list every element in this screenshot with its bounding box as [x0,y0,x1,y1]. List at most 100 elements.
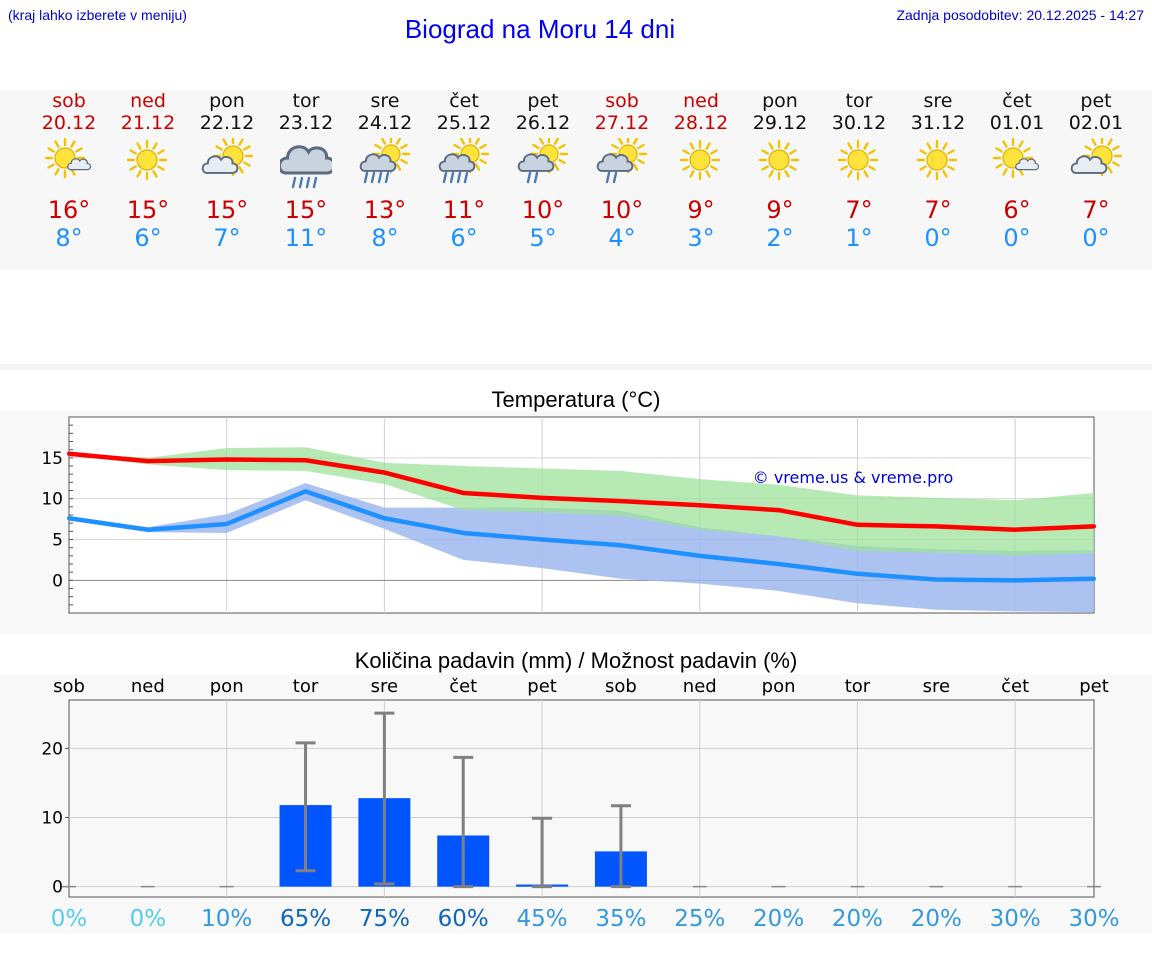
min-temperature-range [69,483,1094,613]
day-date: 20.12 [41,112,97,134]
day-name: tor [292,90,320,112]
max-temperature: 7° [845,196,873,224]
day-date: 31.12 [910,112,966,134]
sun-cloud-icon [44,138,92,179]
day-date: 30.12 [831,112,887,134]
x-tick-label: pon [762,676,796,697]
y-tick-label: 5 [52,531,63,551]
day-column: sre 24.12 13° 8° [345,90,425,252]
day-column: tor 23.12 15° 11° [266,90,346,252]
day-name: sob [605,90,639,112]
min-temperature: 2° [766,224,794,252]
page-title: Biograd na Moru 14 dni [404,14,676,44]
day-date: 22.12 [199,112,255,134]
sun-rain-icon [438,138,490,184]
precipitation-chart-title: Količina padavin (mm) / Možnost padavin … [354,648,798,673]
day-column: pon 29.12 9° 2° [740,90,820,252]
precipitation-probability: 30% [1068,906,1119,932]
max-temperature: 10° [600,196,644,224]
day-column: čet 25.12 11° 6° [424,90,504,252]
day-date: 21.12 [120,112,176,134]
max-temperature: 7° [924,196,952,224]
day-name: ned [130,90,166,112]
max-temperature: 9° [766,196,794,224]
day-date: 23.12 [278,112,334,134]
min-temperature-line [68,489,1095,583]
max-temperature: 11° [442,196,486,224]
precipitation-chart: 0 10 20 sob ned pon tor sre čet pet sob ned pon tor sr… [41,676,1119,932]
max-temperature-point [776,508,781,513]
min-temperature: 6° [134,224,162,252]
daily-forecast-strip: sob 20.12 16° 8° ned 21.12 15° 6° pon 22.12 15° 7° t… [0,90,1152,270]
day-column: ned 21.12 15° 6° [108,90,188,252]
min-temperature: 1° [845,224,873,252]
min-temperature-point [224,521,229,526]
sun-icon [126,139,168,181]
max-temperature-point [1092,524,1096,529]
day-column: ned 28.12 9° 3° [661,90,741,252]
region-menu-hint: (kraj lahko izberete v meniju) [8,7,187,23]
x-tick-label: ned [683,676,717,697]
max-temperature-point [382,470,387,475]
x-tick-label: čet [1001,676,1029,697]
x-tick-label: pet [1079,676,1109,697]
sun-icon [916,139,958,181]
min-temperature: 7° [213,224,241,252]
day-column: pet 26.12 10° 5° [503,90,583,252]
max-temperature: 15° [284,196,328,224]
x-tick-label: sob [53,676,85,697]
x-tick-label: sre [371,676,398,697]
y-tick-label: 10 [41,490,63,510]
temperature-chart: 0 5 10 15 © vreme.us & vreme.pro [41,416,1096,614]
x-tick-label: tor [845,676,871,697]
min-temperature: 4° [608,224,636,252]
sun-rain-icon [359,138,411,184]
min-temperature-point [1013,578,1018,583]
x-tick-label: sre [923,676,950,697]
min-temperature-point [697,553,702,558]
precipitation-probability: 0% [51,906,88,932]
max-temperature-point [145,459,150,464]
x-tick-label: pon [210,676,244,697]
x-tick-label: čet [449,676,477,697]
min-temperature: 3° [687,224,715,252]
min-temperature: 0° [1003,224,1031,252]
min-temperature-point [145,527,150,532]
sun-icon [758,139,800,181]
min-temperature: 8° [55,224,83,252]
x-tick-label: ned [131,676,165,697]
day-name: čet [449,90,479,112]
day-name: tor [845,90,873,112]
min-temperature: 0° [1082,224,1110,252]
max-temperature: 13° [363,196,407,224]
divider [0,364,1152,370]
rain-cloud-icon [280,145,332,189]
precipitation-probability: 0% [130,906,167,932]
sun-light-rain-icon [517,138,569,184]
max-temperature: 7° [1082,196,1110,224]
day-date: 29.12 [752,112,808,134]
x-tick-label: tor [293,676,319,697]
min-temperature-point [461,530,466,535]
y-tick-label: 0 [52,571,63,591]
max-temperature: 10° [521,196,565,224]
day-name: sob [52,90,86,112]
last-updated: Zadnja posodobitev: 20.12.2025 - 14:27 [896,7,1144,23]
min-temperature-point [934,577,939,582]
precipitation-probability: 20% [832,906,883,932]
day-column: pon 22.12 15° 7° [187,90,267,252]
max-temperature: 15° [126,196,170,224]
day-name: pon [209,90,245,112]
day-date: 26.12 [515,112,571,134]
day-name: sre [370,90,400,112]
max-temperature: 6° [1003,196,1031,224]
max-temperature-point [67,451,71,456]
max-temperature: 15° [205,196,249,224]
day-date: 24.12 [357,112,413,134]
sun-behind-cloud-icon [1070,138,1122,177]
max-temperature-point [224,457,229,462]
max-temperature-point [697,503,702,508]
y-tick-label: 0 [52,878,63,898]
day-date: 25.12 [436,112,492,134]
day-date: 28.12 [673,112,729,134]
